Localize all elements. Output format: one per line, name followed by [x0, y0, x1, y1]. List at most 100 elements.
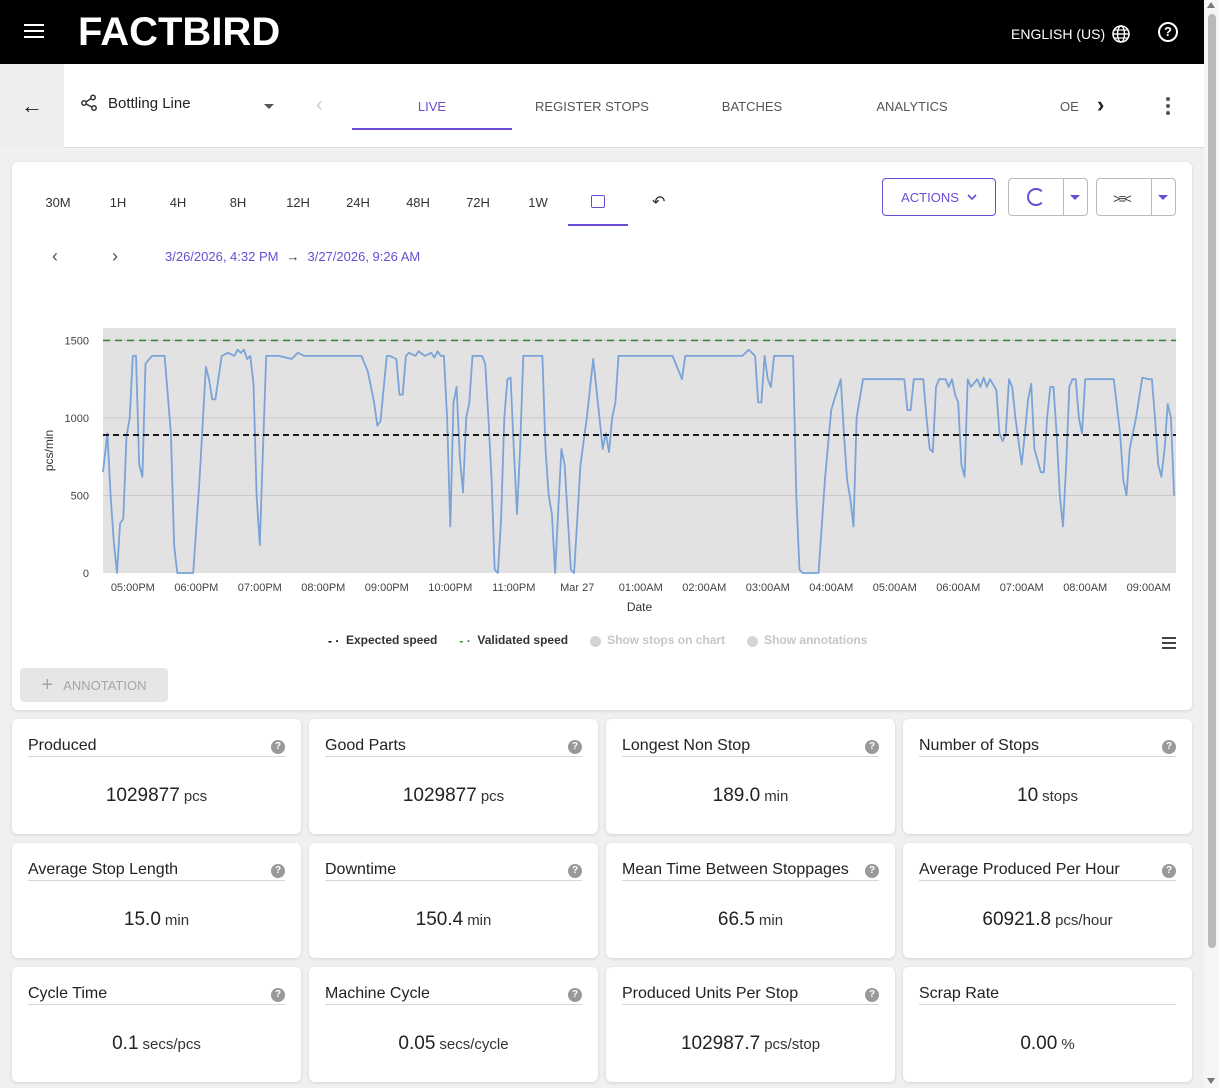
- actions-label: ACTIONS: [901, 189, 959, 205]
- x-tick-label: 08:00AM: [1063, 582, 1107, 594]
- metric-title: Cycle Time: [28, 985, 285, 1005]
- line-network-icon: [81, 94, 97, 111]
- x-tick-label: 07:00AM: [1000, 582, 1044, 594]
- line-selector[interactable]: Bottling Line: [80, 94, 280, 112]
- refresh-button-group[interactable]: [1008, 178, 1088, 216]
- page-scrollbar[interactable]: [1204, 0, 1219, 1088]
- legend-expected-speed[interactable]: - · Expected speed: [328, 633, 438, 648]
- menu-icon[interactable]: [24, 24, 44, 40]
- next-period-icon[interactable]: ›: [112, 246, 118, 266]
- scroll-up-arrow-icon[interactable]: [1207, 2, 1215, 8]
- metric-value: 15.0 min: [123, 909, 190, 930]
- help-icon[interactable]: ?: [1162, 740, 1176, 754]
- legend-show-stops[interactable]: Show stops on chart: [590, 633, 725, 647]
- language-selector[interactable]: ENGLISH (US): [1011, 24, 1131, 44]
- actions-button[interactable]: ACTIONS: [882, 178, 996, 216]
- speed-chart[interactable]: 0 500 1000 1500 05:00PM 06:00PM 07:00PM 08:00PM…: [12, 312, 1192, 622]
- x-tick-label: 06:00AM: [936, 582, 980, 594]
- tab-oee[interactable]: OE: [1060, 99, 1079, 114]
- add-annotation-button[interactable]: + ANNOTATION: [20, 668, 168, 702]
- metric-card-average-stop-length: Average Stop Length? 15.0 min: [12, 843, 301, 958]
- help-icon[interactable]: ?: [271, 864, 285, 878]
- x-axis-label: Date: [627, 600, 653, 614]
- back-button[interactable]: ←: [0, 64, 64, 148]
- zoom-dropdown-icon[interactable]: [1158, 195, 1168, 200]
- chart-legend: - · Expected speed - · Validated speed Sho…: [328, 633, 867, 648]
- x-tick-label: 04:00AM: [809, 582, 853, 594]
- metric-title: Produced Units Per Stop: [622, 985, 879, 1005]
- range-4h-button[interactable]: 4H: [169, 195, 187, 210]
- undo-icon[interactable]: ↶: [652, 194, 666, 211]
- date-range[interactable]: 3/26/2026, 4:32 PM → 3/27/2026, 9:26 AM: [165, 249, 420, 264]
- metric-value: 0.00%: [1020, 1033, 1075, 1054]
- help-icon[interactable]: ?: [1162, 864, 1176, 878]
- tab-batches[interactable]: BATCHES: [721, 99, 783, 114]
- help-icon[interactable]: ?: [568, 988, 582, 1002]
- range-8h-button[interactable]: 8H: [229, 195, 247, 210]
- active-range-indicator: [568, 224, 628, 226]
- zoom-button-group[interactable]: >≡<: [1096, 178, 1176, 216]
- help-icon[interactable]: ?: [865, 864, 879, 878]
- metric-value: 0.05 secs/cycle: [398, 1033, 509, 1054]
- legend-show-annotations[interactable]: Show annotations: [747, 633, 867, 647]
- metric-card-mean-time-between-stoppages: Mean Time Between Stoppages? 66.5 min: [606, 843, 895, 958]
- legend-validated-speed[interactable]: - · Validated speed: [459, 633, 569, 648]
- metric-value: 189.0 min: [712, 785, 789, 806]
- range-72h-button[interactable]: 72H: [466, 195, 490, 210]
- metric-card-number-of-stops: Number of Stops? 10 stops: [903, 719, 1192, 834]
- metric-title: Good Parts: [325, 737, 582, 757]
- range-48h-button[interactable]: 48H: [406, 195, 430, 210]
- zoom-in-out-icon[interactable]: >≡<: [1113, 191, 1132, 206]
- refresh-dropdown-icon[interactable]: [1070, 195, 1080, 200]
- tabs-scroll-left-icon: ‹: [316, 94, 323, 116]
- help-icon[interactable]: ?: [568, 740, 582, 754]
- range-24h-button[interactable]: 24H: [346, 195, 370, 210]
- more-options-icon[interactable]: [1166, 97, 1170, 118]
- range-12h-button[interactable]: 12H: [286, 195, 310, 210]
- calendar-search-icon[interactable]: [591, 195, 605, 208]
- globe-icon: [1112, 25, 1130, 43]
- help-icon[interactable]: ?: [568, 864, 582, 878]
- help-icon[interactable]: ?: [1158, 22, 1178, 42]
- x-tick-label: 10:00PM: [428, 582, 472, 594]
- metric-title: Scrap Rate: [919, 985, 1176, 1005]
- scroll-down-arrow-icon[interactable]: [1207, 1078, 1215, 1084]
- range-1h-button[interactable]: 1H: [109, 195, 127, 210]
- help-icon[interactable]: ?: [865, 740, 879, 754]
- help-icon[interactable]: ?: [271, 740, 285, 754]
- active-tab-indicator: [352, 128, 512, 130]
- range-1w-button[interactable]: 1W: [528, 195, 548, 210]
- metric-unit: secs/pcs: [142, 1036, 201, 1053]
- metric-unit: min: [164, 912, 190, 929]
- metric-unit: %: [1061, 1036, 1075, 1053]
- x-tick-label: 09:00AM: [1127, 582, 1171, 594]
- metric-unit: min: [764, 788, 789, 805]
- x-tick-label: 02:00AM: [682, 582, 726, 594]
- metric-card-machine-cycle: Machine Cycle? 0.05 secs/cycle: [309, 967, 598, 1082]
- factbird-logo[interactable]: FACTBIRD: [78, 10, 281, 54]
- refresh-icon[interactable]: [1027, 188, 1045, 206]
- help-icon[interactable]: ?: [865, 988, 879, 1002]
- date-from[interactable]: 3/26/2026, 4:32 PM: [165, 249, 279, 264]
- date-to[interactable]: 3/27/2026, 9:26 AM: [307, 249, 421, 264]
- help-icon[interactable]: ?: [271, 988, 285, 1002]
- annotation-label: ANNOTATION: [63, 677, 147, 693]
- x-tick-label: 08:00PM: [301, 582, 345, 594]
- tabs-scroll-right-icon[interactable]: ›: [1097, 92, 1105, 117]
- chevron-down-icon[interactable]: [264, 104, 274, 109]
- language-label: ENGLISH (US): [1011, 26, 1106, 42]
- metric-unit: stops: [1042, 788, 1078, 805]
- metric-value: 1029877 pcs: [105, 785, 208, 806]
- chevron-down-icon: [967, 194, 977, 200]
- metric-title: Number of Stops: [919, 737, 1176, 757]
- metric-title: Produced: [28, 737, 285, 757]
- previous-period-icon[interactable]: ‹: [52, 246, 58, 266]
- range-30m-button[interactable]: 30M: [45, 195, 71, 210]
- metric-card-produced: Produced? 1029877 pcs: [12, 719, 301, 834]
- chart-menu-icon[interactable]: [1162, 637, 1176, 652]
- tab-live[interactable]: LIVE: [417, 99, 447, 114]
- scroll-thumb[interactable]: [1208, 14, 1216, 948]
- tab-register-stops[interactable]: REGISTER STOPS: [535, 99, 649, 114]
- tab-analytics[interactable]: ANALYTICS: [876, 99, 948, 114]
- plot-area: [103, 328, 1176, 573]
